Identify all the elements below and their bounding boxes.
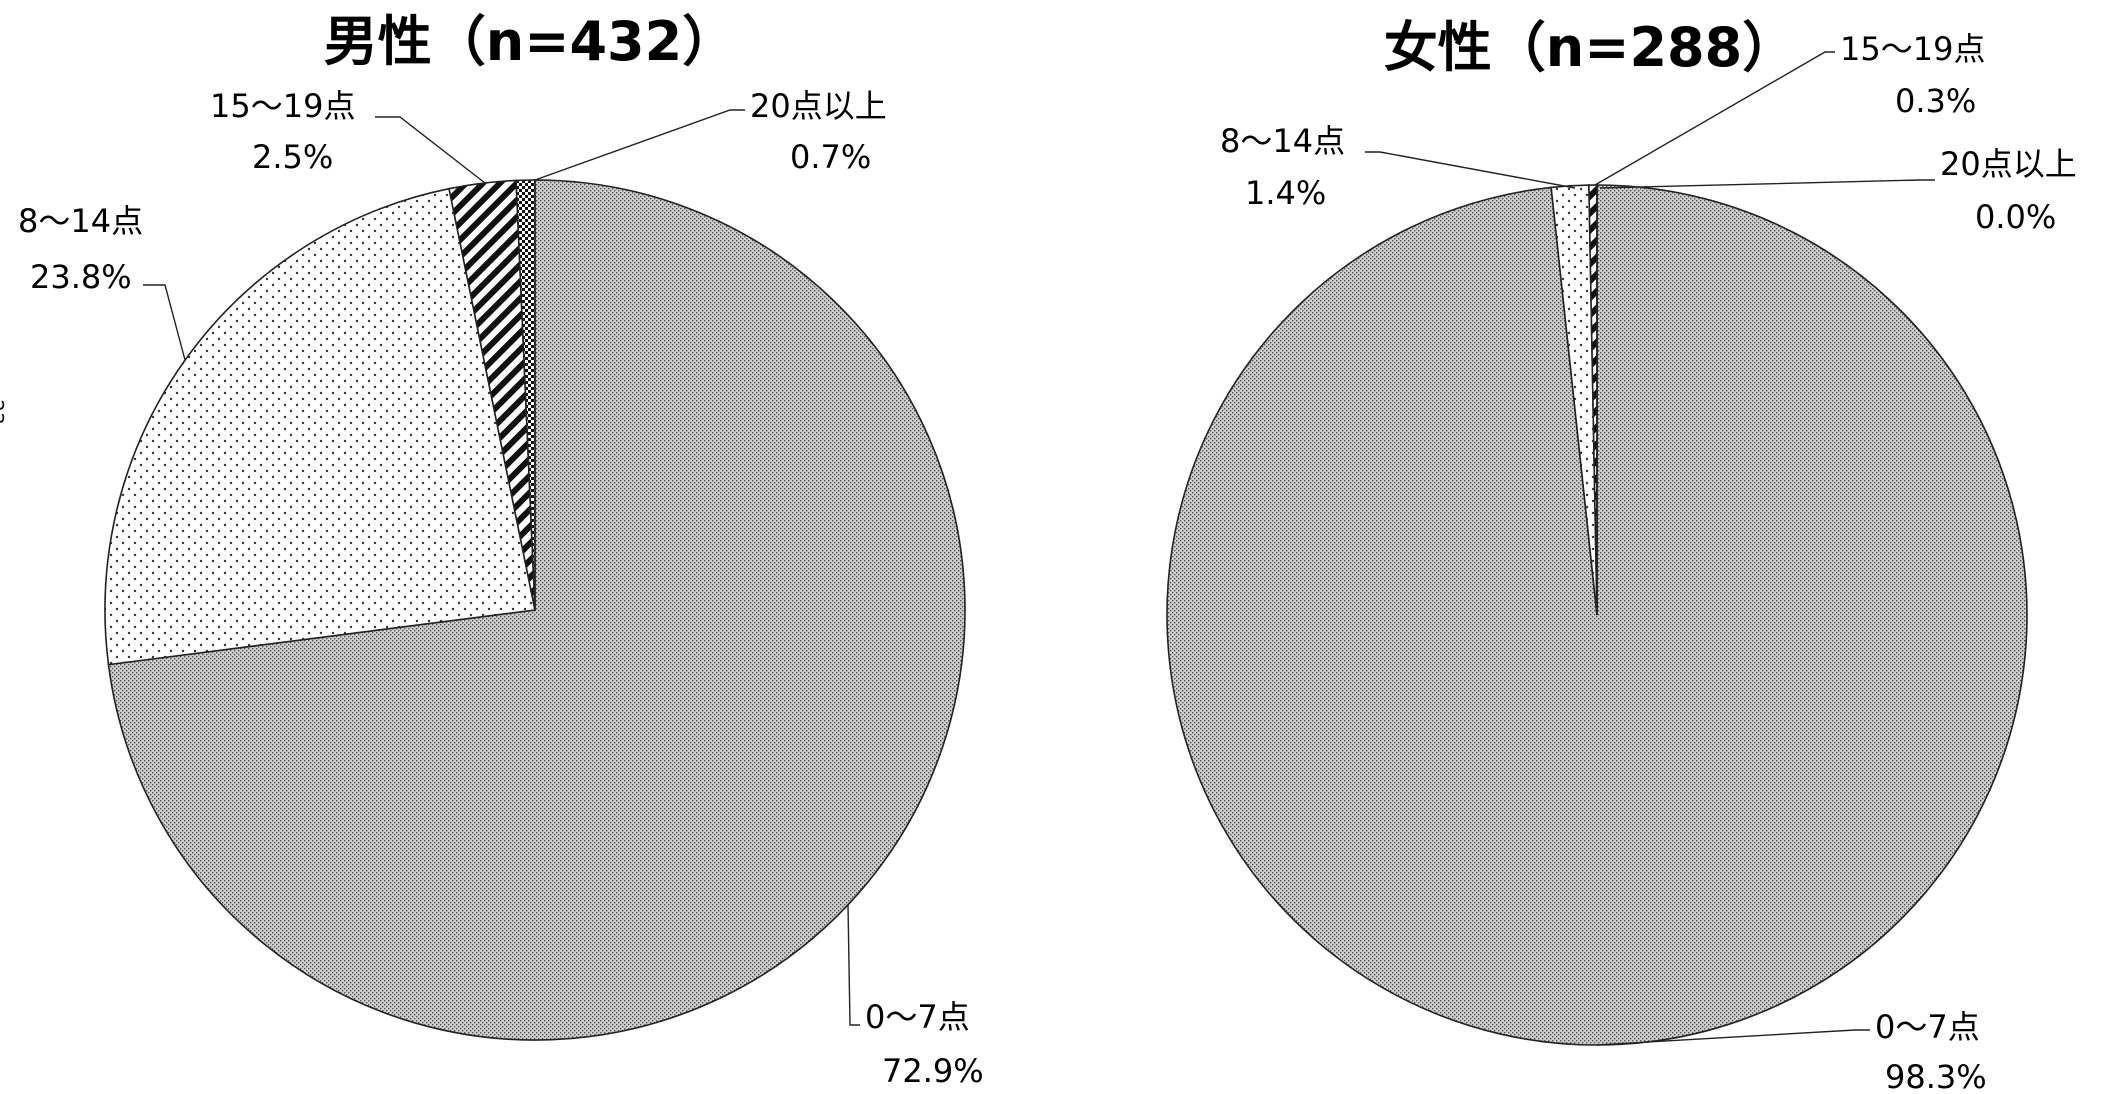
leader-line-male-1	[143, 284, 186, 361]
slice-label-male-0: 0～7点	[865, 998, 970, 1036]
slice-value-male-2: 2.5%	[252, 138, 333, 176]
slice-value-female-3: 0.0%	[1975, 198, 2056, 236]
slice-value-female-0: 98.3%	[1885, 1058, 1987, 1094]
slice-label-female-0: 0～7点	[1875, 1008, 1980, 1046]
slice-value-male-0: 72.9%	[882, 1052, 984, 1090]
slice-label-male-3: 20点以上	[750, 87, 887, 125]
slice-label-female-1: 8～14点	[1220, 122, 1345, 160]
slice-label-female-2: 15～19点	[1840, 30, 1985, 68]
pie-chart-female: 女性（n=288） 0～7点 98.3% 8～14点 1.4% 15～19点 0…	[1166, 16, 2077, 1094]
leader-line-female-0	[1596, 1029, 1870, 1046]
slice-value-female-2: 0.3%	[1895, 82, 1976, 120]
leader-line-male-0	[847, 904, 860, 1026]
slice-value-female-1: 1.4%	[1245, 174, 1326, 212]
leader-line-female-1	[1365, 151, 1576, 189]
chart-title-female: 女性（n=288）	[1384, 16, 1796, 79]
slice-label-male-1: 8～14点	[18, 202, 143, 240]
leader-line-female-2	[1594, 51, 1835, 186]
slice-value-male-1: 23.8%	[30, 258, 132, 296]
slice-value-male-3: 0.7%	[790, 138, 871, 176]
slice-label-male-2: 15～19点	[210, 87, 355, 125]
leader-line-female-3	[1599, 179, 1935, 189]
pie-slice-male-3	[515, 179, 536, 611]
leader-line-male-2	[375, 116, 486, 184]
leader-line-male-3	[534, 109, 745, 181]
slice-label-female-3: 20点以上	[1940, 145, 2077, 183]
pie-chart-male: 男性（n=432） 0～7点 72.9% 8～14点 23.8% 15～19点 …	[18, 10, 984, 1090]
pie-slice-male-0	[107, 179, 966, 1041]
chart-title-male: 男性（n=432）	[324, 10, 736, 73]
